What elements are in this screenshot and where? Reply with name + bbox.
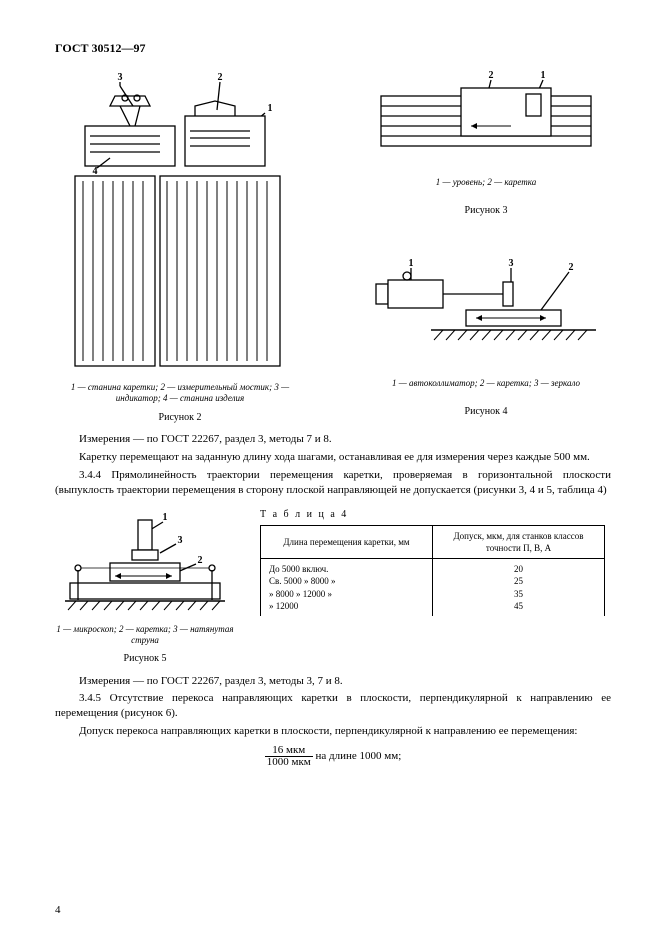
table-cell: 45 (441, 600, 596, 612)
figure-2-caption: 1 — станина каретки; 2 — измерительный м… (55, 382, 305, 405)
figure-4-title: Рисунок 4 (465, 405, 508, 419)
table-cell: » 8000 » 12000 » (269, 588, 424, 600)
document-header: ГОСТ 30512—97 (55, 40, 611, 56)
table-4-head-left: Длина перемещения каретки, мм (261, 526, 433, 559)
document-page: ГОСТ 30512—97 3 2 1 (0, 0, 661, 936)
fig2-label-2: 2 (218, 72, 223, 83)
fig4-label-3: 3 (509, 258, 514, 269)
fig5-table-row: 1 3 2 (55, 508, 611, 666)
table-cell: 20 (441, 563, 596, 575)
figure-5-column: 1 3 2 (55, 508, 235, 666)
table-4: Длина перемещения каретки, мм Допуск, мк… (260, 525, 605, 616)
fig2-label-3: 3 (118, 72, 123, 83)
figures-top-row: 3 2 1 (55, 66, 611, 424)
fraction: 16 мкм 1000 мкм (265, 745, 313, 768)
table-cell: До 5000 включ. (269, 563, 424, 575)
table-4-block: Т а б л и ц а 4 Длина перемещения каретк… (260, 508, 605, 616)
formula: 16 мкм 1000 мкм на длине 1000 мм; (55, 745, 611, 768)
para-1: Измерения — по ГОСТ 22267, раздел 3, мет… (55, 432, 611, 447)
figure-5-title: Рисунок 5 (124, 652, 167, 666)
fig4-label-1: 1 (409, 258, 414, 269)
figure-5-caption: 1 — микроскоп; 2 — каретка; 3 — натянута… (55, 624, 235, 647)
fig5-label-3: 3 (178, 535, 183, 546)
fraction-denominator: 1000 мкм (265, 757, 313, 768)
table-4-head-right: Допуск, мкм, для станков классов точност… (433, 526, 605, 559)
fig3-label-1: 1 (541, 70, 546, 81)
table-cell: Св. 5000 » 8000 » (269, 575, 424, 587)
formula-tail: на длине 1000 мм; (313, 750, 402, 762)
para-3: 3.4.4 Прямолинейность траектории перемещ… (55, 468, 611, 498)
table-cell: 25 (441, 575, 596, 587)
figure-2-image: 3 2 1 (65, 66, 295, 376)
fig2-label-1: 1 (268, 103, 273, 114)
fig4-label-2: 2 (569, 262, 574, 273)
fig3-label-2: 2 (489, 70, 494, 81)
fig5-label-1: 1 (163, 512, 168, 523)
figure-2-title: Рисунок 2 (159, 411, 202, 425)
body-text-2: Измерения — по ГОСТ 22267, раздел 3, мет… (55, 674, 611, 768)
body-text-1: Измерения — по ГОСТ 22267, раздел 3, мет… (55, 432, 611, 497)
figure-4-caption: 1 — автоколлиматор; 2 — каретка; 3 — зер… (392, 378, 580, 389)
figure-4-image: 1 3 2 (371, 252, 601, 362)
table-cell: » 12000 (269, 600, 424, 612)
figure-5-image: 1 3 2 (60, 508, 230, 618)
para-4: Измерения — по ГОСТ 22267, раздел 3, мет… (55, 674, 611, 689)
para-6: Допуск перекоса направляющих каретки в п… (55, 724, 611, 739)
table-cell: 35 (441, 588, 596, 600)
para-5: 3.4.5 Отсутствие перекоса направляющих к… (55, 691, 611, 721)
figure-3-image: 2 1 (371, 66, 601, 161)
figure-3-caption: 1 — уровень; 2 — каретка (436, 177, 536, 188)
page-number: 4 (55, 903, 61, 918)
figure-3-title: Рисунок 3 (465, 204, 508, 218)
figure-2-column: 3 2 1 (55, 66, 305, 424)
table-4-label: Т а б л и ц а 4 (260, 508, 605, 522)
table-row: До 5000 включ. Св. 5000 » 8000 » » 8000 … (261, 559, 605, 616)
para-2: Каретку перемещают на заданную длину ход… (55, 450, 611, 465)
figures-right-column: 2 1 (361, 66, 611, 419)
fig5-label-2: 2 (198, 555, 203, 566)
